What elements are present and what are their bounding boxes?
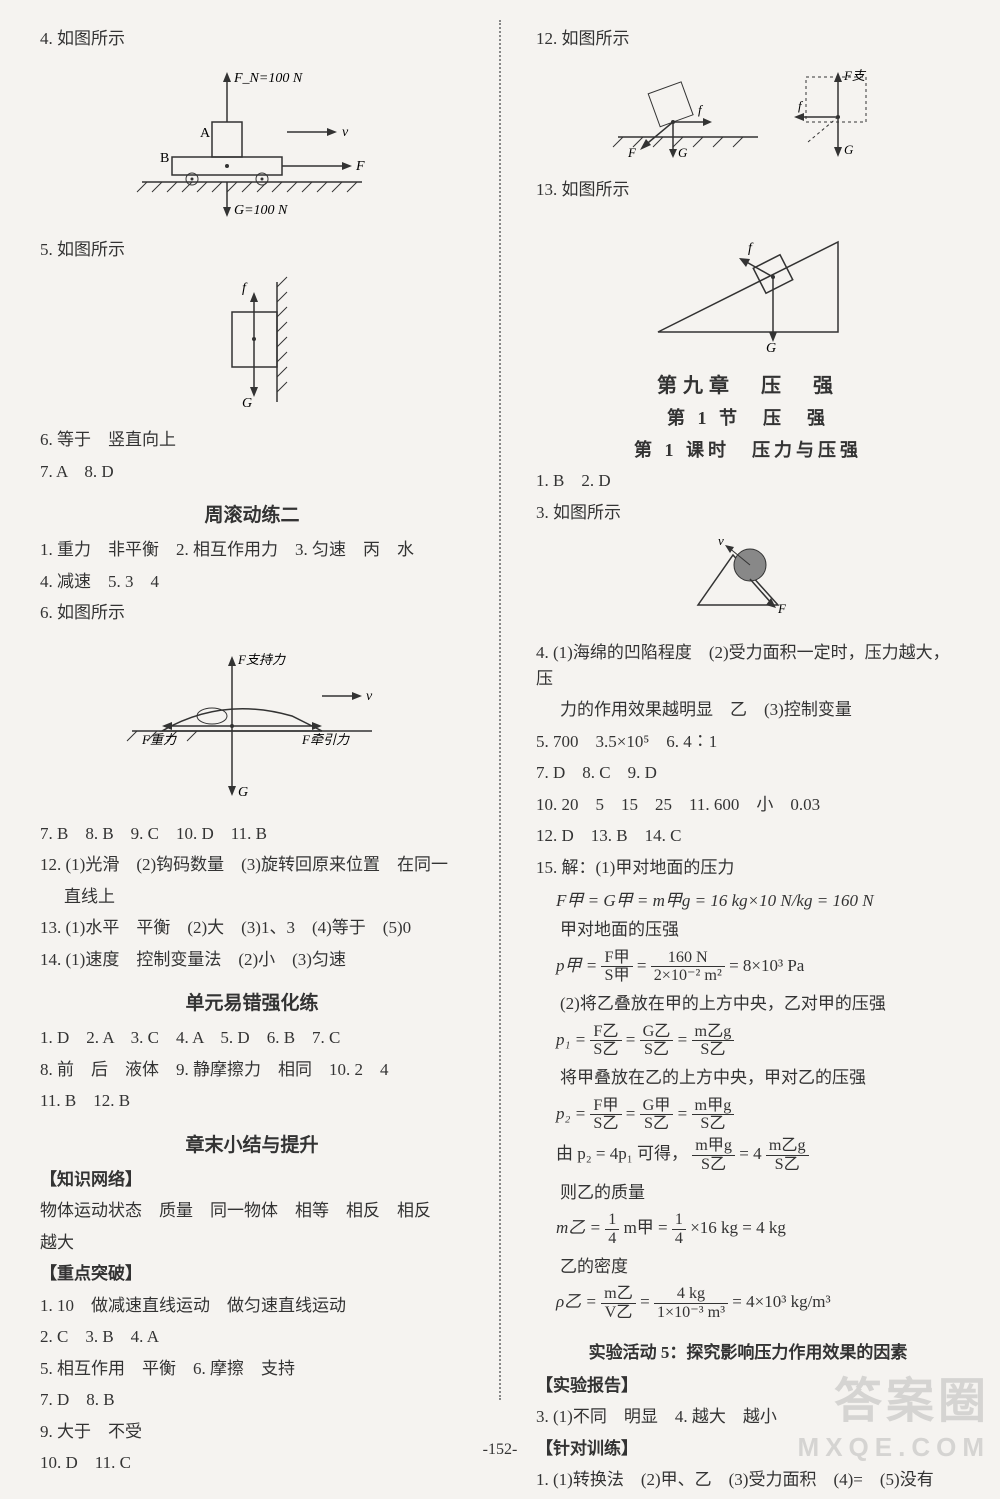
k2-h: 【重点突破】: [40, 1261, 464, 1287]
r5: 7. D 8. C 9. D: [536, 760, 960, 786]
eq1: F甲 = G甲 = m甲g = 16 kg×10 N/kg = 160 N: [556, 886, 960, 911]
r13: 则乙的质量: [536, 1180, 960, 1206]
watermark-1: 答案圈: [834, 1361, 990, 1431]
fig12: F G f F支 G f: [536, 62, 960, 167]
svg-text:f: f: [798, 98, 804, 113]
k2-3: 5. 相互作用 平衡 6. 摩擦 支持: [40, 1356, 464, 1382]
r3b: 力的作用效果越明显 乙 (3)控制变量: [536, 697, 960, 723]
eq2: p甲 = F甲S甲 = 160 N2×10⁻² m² = 8×10³ Pa: [556, 949, 960, 986]
q5-text: 5. 如图所示: [40, 237, 464, 263]
svg-text:G: G: [766, 341, 776, 352]
r8: 15. 解：(1)甲对地面的压力: [536, 855, 960, 881]
r10: (2)将乙叠放在甲的上方中央，乙对甲的压强: [536, 991, 960, 1017]
svg-text:F支持力: F支持力: [237, 652, 286, 667]
svg-text:f: f: [242, 281, 248, 296]
watermark-2: MXQE.COM: [798, 1432, 990, 1463]
k2-4: 7. D 8. B: [40, 1387, 464, 1413]
r14: 乙的密度: [536, 1254, 960, 1280]
r3: 4. (1)海绵的凹陷程度 (2)受力面积一定时，压力越大，压: [536, 640, 960, 691]
right-column: 12. 如图所示 F G f F支: [536, 20, 960, 1499]
r6: 10. 20 5 15 25 11. 600 小 0.03: [536, 792, 960, 818]
s2-3: 11. B 12. B: [40, 1088, 464, 1114]
k2-1: 1. 10 做减速直线运动 做匀速直线运动: [40, 1293, 464, 1319]
sec3-title: 章末小结与提升: [40, 1130, 464, 1157]
chapter-title: 第九章 压 强: [536, 369, 960, 398]
eq6: m乙 = 14 m甲 = 14 ×16 kg = 4 kg: [556, 1211, 960, 1248]
svg-text:G: G: [678, 145, 688, 160]
s1-5: 12. (1)光滑 (2)钩码数量 (3)旋转回原来位置 在同一: [40, 852, 464, 878]
svg-text:F: F: [627, 145, 637, 160]
chapter-sub: 第 1 节 压 强: [536, 404, 960, 430]
r1: 1. B 2. D: [536, 468, 960, 494]
k1-1: 物体运动状态 质量 同一物体 相等 相反 相反: [40, 1198, 464, 1224]
svg-text:f: f: [698, 102, 704, 117]
sec1-title: 周滚动练二: [40, 500, 464, 527]
column-divider: [499, 20, 501, 1400]
fig4: A B F_N=100 N G=100 N F v: [40, 62, 464, 227]
svg-text:F: F: [355, 159, 365, 174]
exp2: 1. (1)转换法 (2)甲、乙 (3)受力面积 (4)= (5)没有: [536, 1467, 960, 1493]
svg-text:v: v: [366, 689, 373, 704]
eq5: 由 p₂ = 4p₁ 可得， m甲gS乙 = 4 m乙gS乙: [556, 1137, 960, 1174]
svg-text:v: v: [342, 125, 349, 140]
left-column: 4. 如图所示: [40, 20, 464, 1499]
svg-text:G: G: [238, 785, 248, 800]
fig3r: v F: [536, 535, 960, 630]
fig5: f G: [40, 272, 464, 417]
q6: 6. 等于 竖直向上: [40, 427, 464, 453]
s2-2: 8. 前 后 液体 9. 静摩擦力 相同 10. 2 4: [40, 1057, 464, 1083]
svg-text:F牵引力: F牵引力: [301, 732, 350, 747]
svg-text:F: F: [777, 601, 787, 616]
sec2-title: 单元易错强化练: [40, 988, 464, 1015]
s1-4: 7. B 8. B 9. C 10. D 11. B: [40, 821, 464, 847]
svg-text:F重力: F重力: [141, 732, 177, 747]
r11: 将甲叠放在乙的上方中央，甲对乙的压强: [536, 1065, 960, 1091]
chapter-time: 第 1 课时 压力与压强: [536, 436, 960, 462]
r9: 甲对地面的压强: [536, 917, 960, 943]
k1-h: 【知识网络】: [40, 1167, 464, 1193]
fig6: F支持力 G F重力 F牵引力 v: [40, 636, 464, 811]
fig13: f G: [536, 212, 960, 357]
eq3: p₁ = F乙S乙 = G乙S乙 = m乙gS乙: [556, 1023, 960, 1060]
svg-text:F_N=100 N: F_N=100 N: [233, 71, 303, 86]
svg-text:G: G: [844, 142, 854, 157]
svg-text:B: B: [160, 151, 169, 166]
r4: 5. 700 3.5×10⁵ 6. 4∶1: [536, 729, 960, 755]
k2-2: 2. C 3. B 4. A: [40, 1324, 464, 1350]
svg-text:G=100 N: G=100 N: [234, 203, 288, 218]
s1-6: 13. (1)水平 平衡 (2)大 (3)1、3 (4)等于 (5)0: [40, 915, 464, 941]
q4-text: 4. 如图所示: [40, 26, 464, 52]
eq4: p₂ = F甲S乙 = G甲S乙 = m甲gS乙: [556, 1097, 960, 1134]
s1-7: 14. (1)速度 控制变量法 (2)小 (3)匀速: [40, 947, 464, 973]
q7: 7. A 8. D: [40, 459, 464, 485]
s2-1: 1. D 2. A 3. C 4. A 5. D 6. B 7. C: [40, 1025, 464, 1051]
k1-2: 越大: [40, 1230, 464, 1256]
svg-text:f: f: [748, 241, 754, 256]
s1-3: 6. 如图所示: [40, 600, 464, 626]
q13: 13. 如图所示: [536, 177, 960, 203]
r2: 3. 如图所示: [536, 500, 960, 526]
eq7: ρ乙 = m乙V乙 = 4 kg1×10⁻³ m³ = 4×10³ kg/m³: [556, 1285, 960, 1322]
s1-1: 1. 重力 非平衡 2. 相互作用力 3. 匀速 丙 水: [40, 537, 464, 563]
s1-5b: 直线上: [40, 884, 464, 910]
q12: 12. 如图所示: [536, 26, 960, 52]
s1-2: 4. 减速 5. 3 4: [40, 569, 464, 595]
exp-title: 实验活动 5：探究影响压力作用效果的因素: [536, 1338, 960, 1363]
svg-text:F支: F支: [843, 68, 867, 83]
svg-text:G: G: [242, 396, 252, 411]
svg-text:A: A: [200, 126, 211, 141]
r7: 12. D 13. B 14. C: [536, 823, 960, 849]
svg-text:v: v: [718, 535, 724, 548]
